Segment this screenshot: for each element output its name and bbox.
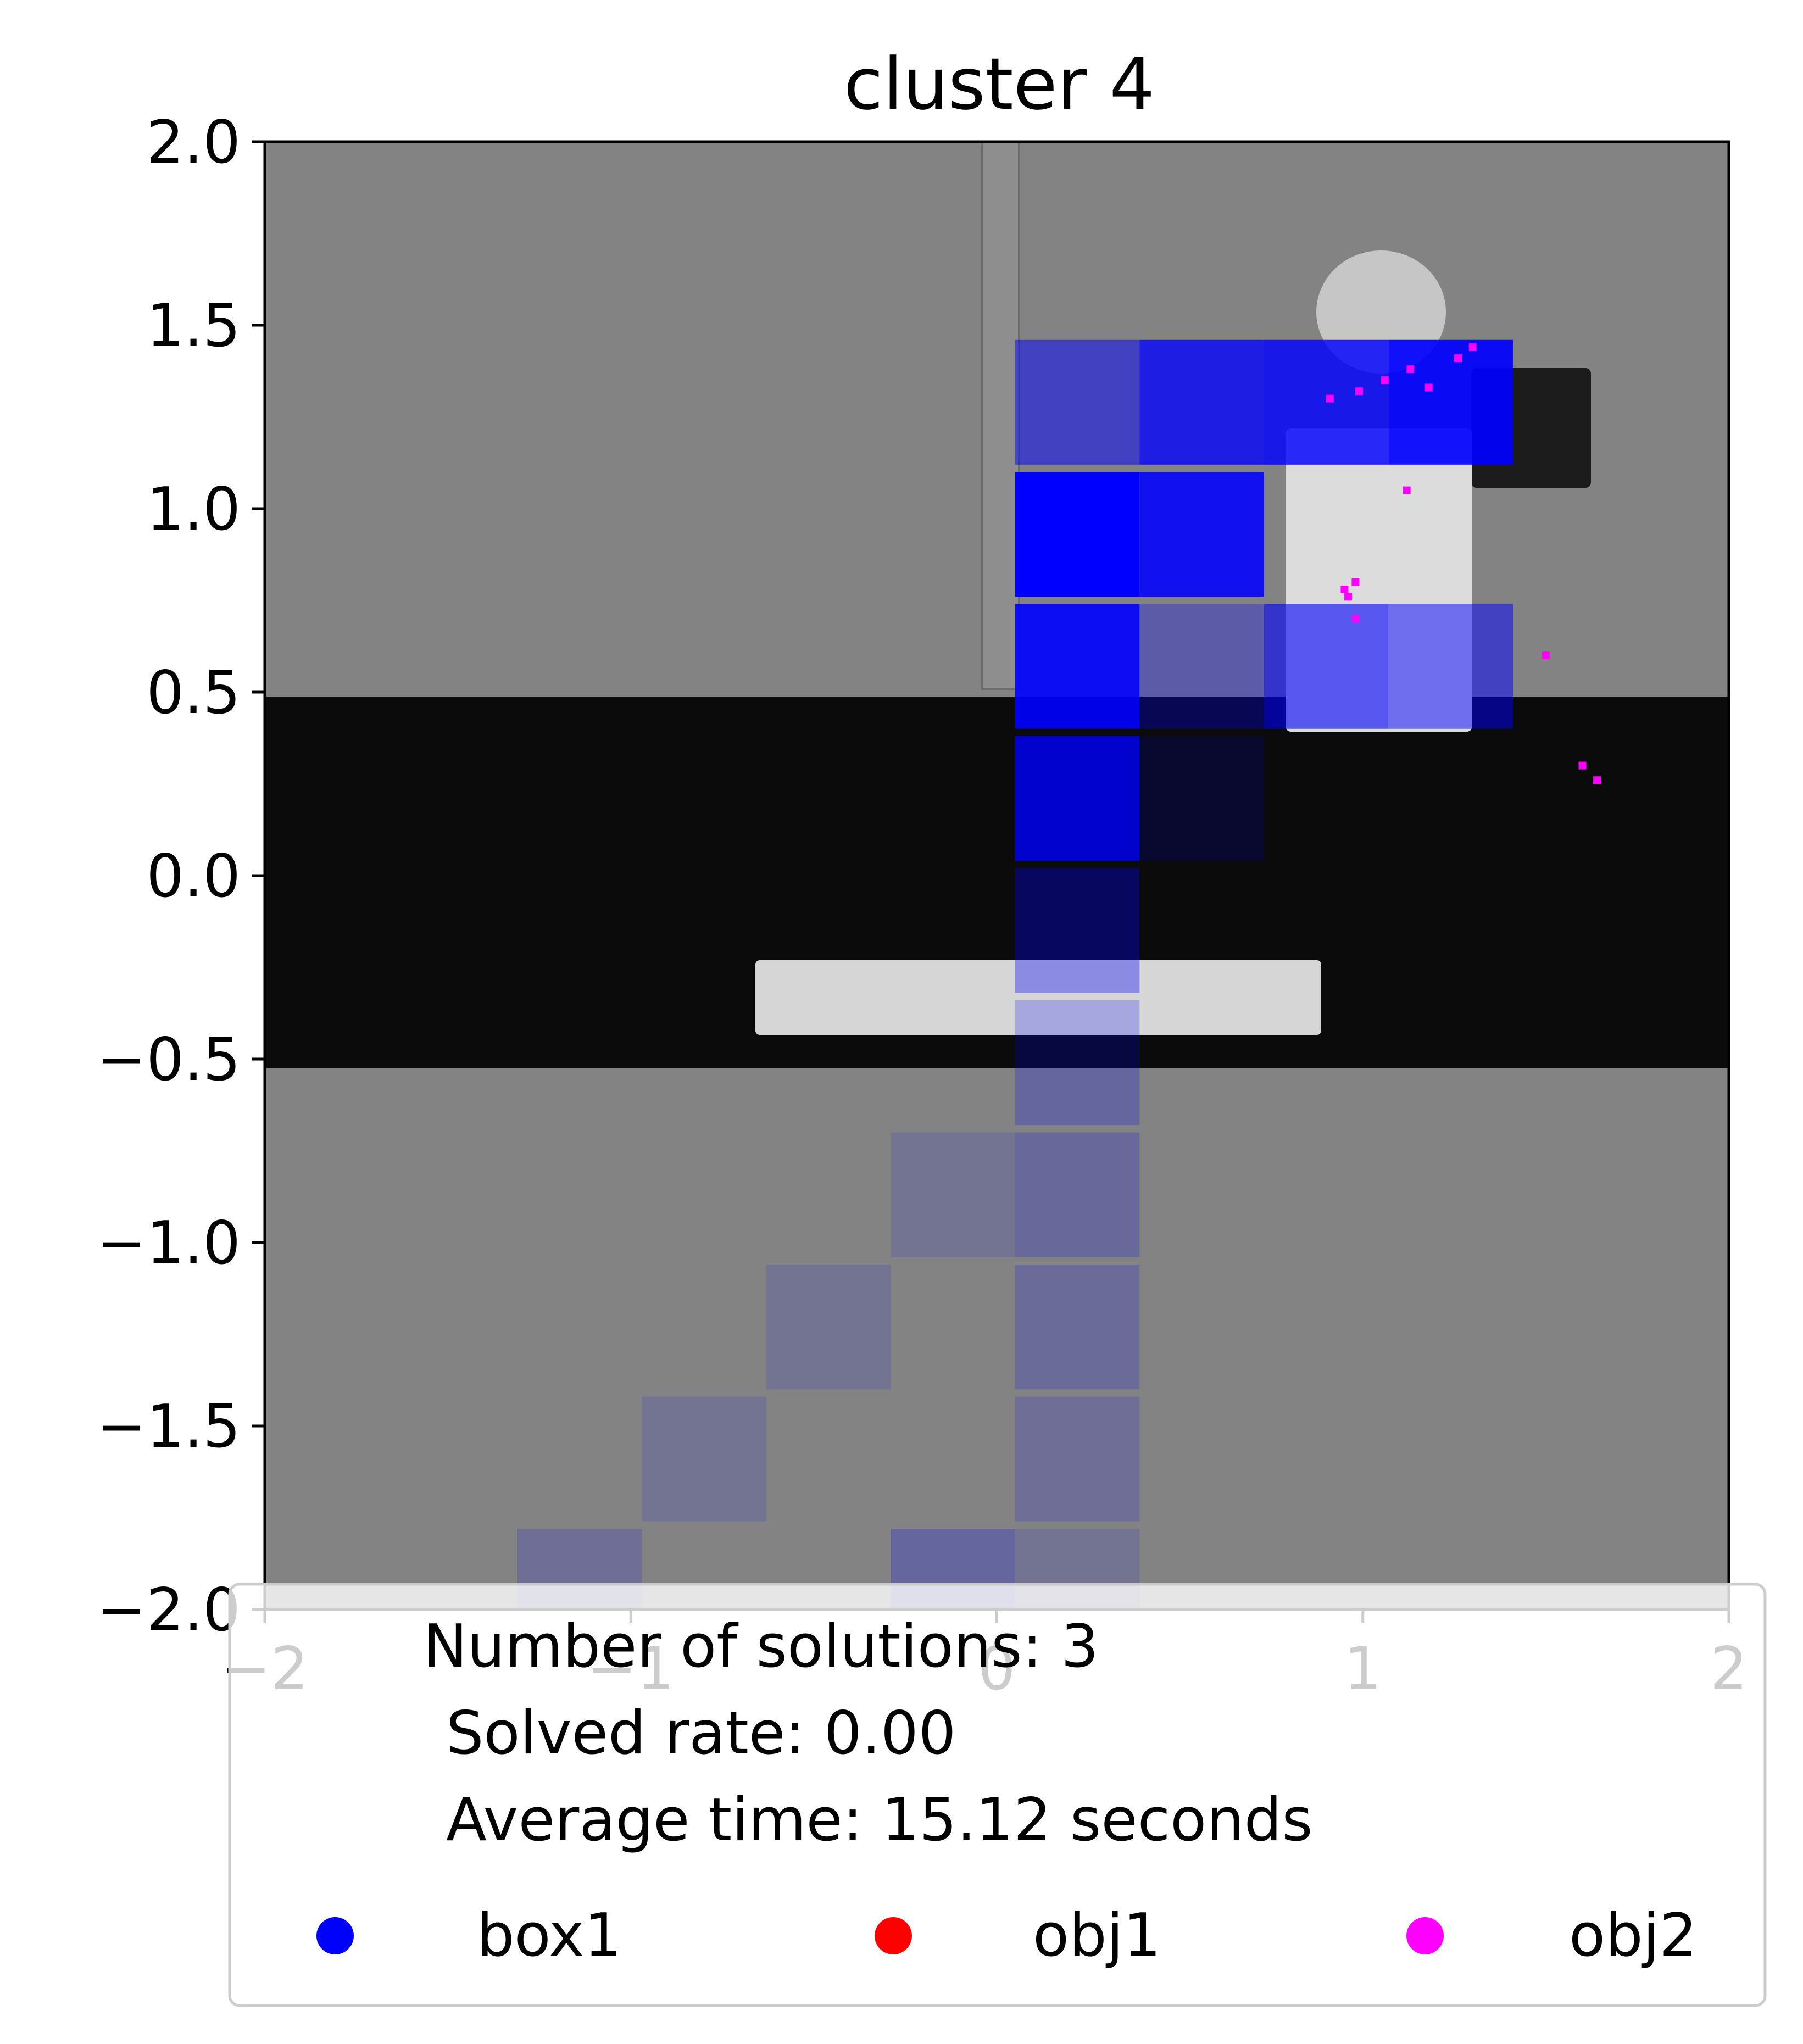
obj2-point	[1326, 394, 1334, 403]
legend-label-obj1: obj1	[1033, 1901, 1161, 1970]
heatmap-cell	[1264, 604, 1389, 729]
wall-pole	[981, 141, 1020, 690]
legend-marker-obj2	[1406, 1917, 1444, 1954]
y-tick-label: 0.5	[146, 659, 241, 727]
heatmap-cell	[1388, 339, 1513, 465]
y-tick-label: 0.0	[146, 842, 241, 911]
heatmap-cell	[1015, 1265, 1140, 1390]
plot-area	[265, 141, 1729, 1609]
obj2-point	[1351, 615, 1360, 623]
heatmap-cell	[1015, 1396, 1140, 1522]
heatmap-cell	[1015, 736, 1140, 861]
obj2-point	[1454, 354, 1462, 363]
heatmap-cell	[1015, 868, 1140, 993]
heatmap-cell	[1015, 1132, 1140, 1257]
heatmap-cell	[766, 1265, 891, 1390]
obj2-point	[1355, 387, 1364, 396]
obj2-point	[1406, 365, 1415, 374]
legend-box	[228, 1583, 1767, 2007]
heatmap-cell	[1015, 1000, 1140, 1126]
heatmap-cell	[1015, 472, 1140, 597]
legend-marker-obj1	[875, 1917, 912, 1954]
y-axis: 2.0 1.5 1.0 0.5 0.0 −0.5 −1.0 −1.5 −2.0	[97, 108, 265, 1645]
heatmap-cell	[1015, 604, 1140, 729]
heatmap-cell	[1139, 604, 1264, 729]
obj2-points	[1326, 343, 1601, 784]
obj2-point	[1340, 585, 1349, 593]
legend-line-average-time: Average time: 15.12 seconds	[446, 1786, 1313, 1854]
obj2-point	[1424, 383, 1433, 392]
heatmap-cell	[1388, 604, 1513, 729]
y-tick-label: −1.5	[97, 1393, 241, 1461]
legend-line-solutions: Number of solutions: 3	[423, 1612, 1099, 1681]
obj2-point	[1403, 486, 1411, 494]
y-tick-label: −1.0	[97, 1209, 241, 1278]
y-tick-label: −2.0	[97, 1576, 241, 1645]
obj2-point	[1542, 651, 1550, 660]
heatmap-cell	[891, 1132, 1015, 1257]
white-bar	[755, 960, 1321, 1035]
legend-label-obj2: obj2	[1569, 1901, 1697, 1970]
chart-title: cluster 4	[844, 42, 1155, 126]
heatmap-cell	[642, 1396, 766, 1522]
obj2-point	[1578, 761, 1587, 770]
obj2-point	[1381, 376, 1389, 385]
y-tick-label: 1.5	[146, 292, 241, 360]
obj2-point	[1593, 776, 1601, 784]
obj2-point	[1468, 343, 1477, 352]
legend-line-solved-rate: Solved rate: 0.00	[446, 1699, 956, 1768]
obj2-point	[1351, 578, 1360, 586]
heatmap-cell	[1015, 339, 1140, 465]
legend: Number of solutions: 3 Solved rate: 0.00…	[228, 1583, 1767, 2007]
heatmap-cell	[1139, 736, 1264, 861]
legend-label-box1: box1	[477, 1901, 622, 1970]
y-tick-label: 1.0	[146, 475, 241, 544]
legend-marker-box1	[316, 1917, 354, 1954]
heatmap-cell	[1139, 472, 1264, 597]
obj2-point	[1344, 593, 1353, 601]
y-tick-label: −0.5	[97, 1026, 241, 1094]
y-tick-label: 2.0	[146, 108, 241, 177]
heatmap-cell	[1139, 339, 1264, 465]
